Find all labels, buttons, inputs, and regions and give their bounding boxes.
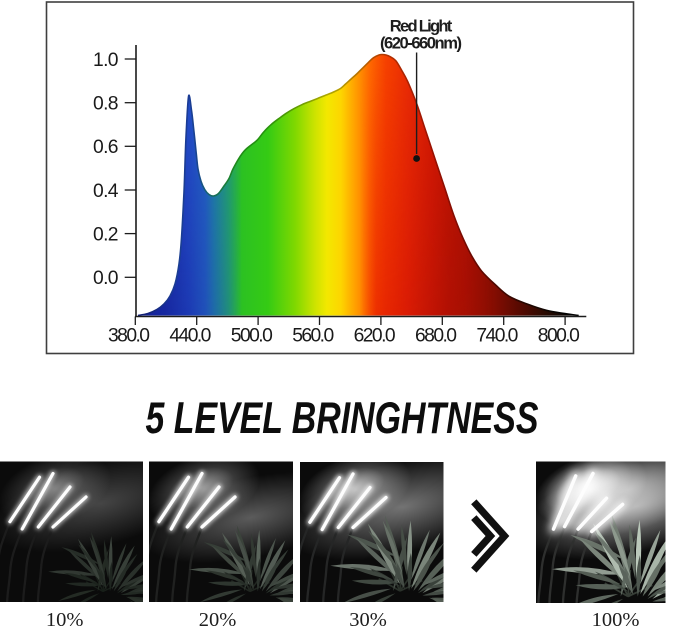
- svg-text:(620-660nm): (620-660nm): [380, 34, 462, 53]
- svg-text:0.0: 0.0: [93, 268, 119, 289]
- svg-text:5 LEVEL BRINGHTNESS: 5 LEVEL BRINGHTNESS: [146, 394, 539, 443]
- svg-text:740.0: 740.0: [476, 326, 518, 347]
- svg-text:0.6: 0.6: [93, 137, 119, 158]
- svg-text:680.0: 680.0: [415, 326, 457, 347]
- svg-text:10%: 10%: [46, 609, 84, 628]
- svg-text:380.0: 380.0: [108, 326, 150, 347]
- svg-text:1.0: 1.0: [93, 50, 119, 71]
- svg-text:20%: 20%: [199, 609, 237, 628]
- svg-text:0.4: 0.4: [93, 181, 119, 202]
- svg-text:0.8: 0.8: [93, 94, 119, 115]
- svg-text:100%: 100%: [592, 609, 640, 628]
- svg-text:440.0: 440.0: [169, 326, 211, 347]
- svg-text:560.0: 560.0: [292, 326, 334, 347]
- svg-text:620.0: 620.0: [354, 326, 396, 347]
- svg-text:0.2: 0.2: [93, 224, 119, 245]
- svg-text:Red Light: Red Light: [390, 17, 453, 36]
- svg-text:800.0: 800.0: [538, 326, 580, 347]
- svg-text:500.0: 500.0: [231, 326, 273, 347]
- svg-text:30%: 30%: [349, 609, 387, 628]
